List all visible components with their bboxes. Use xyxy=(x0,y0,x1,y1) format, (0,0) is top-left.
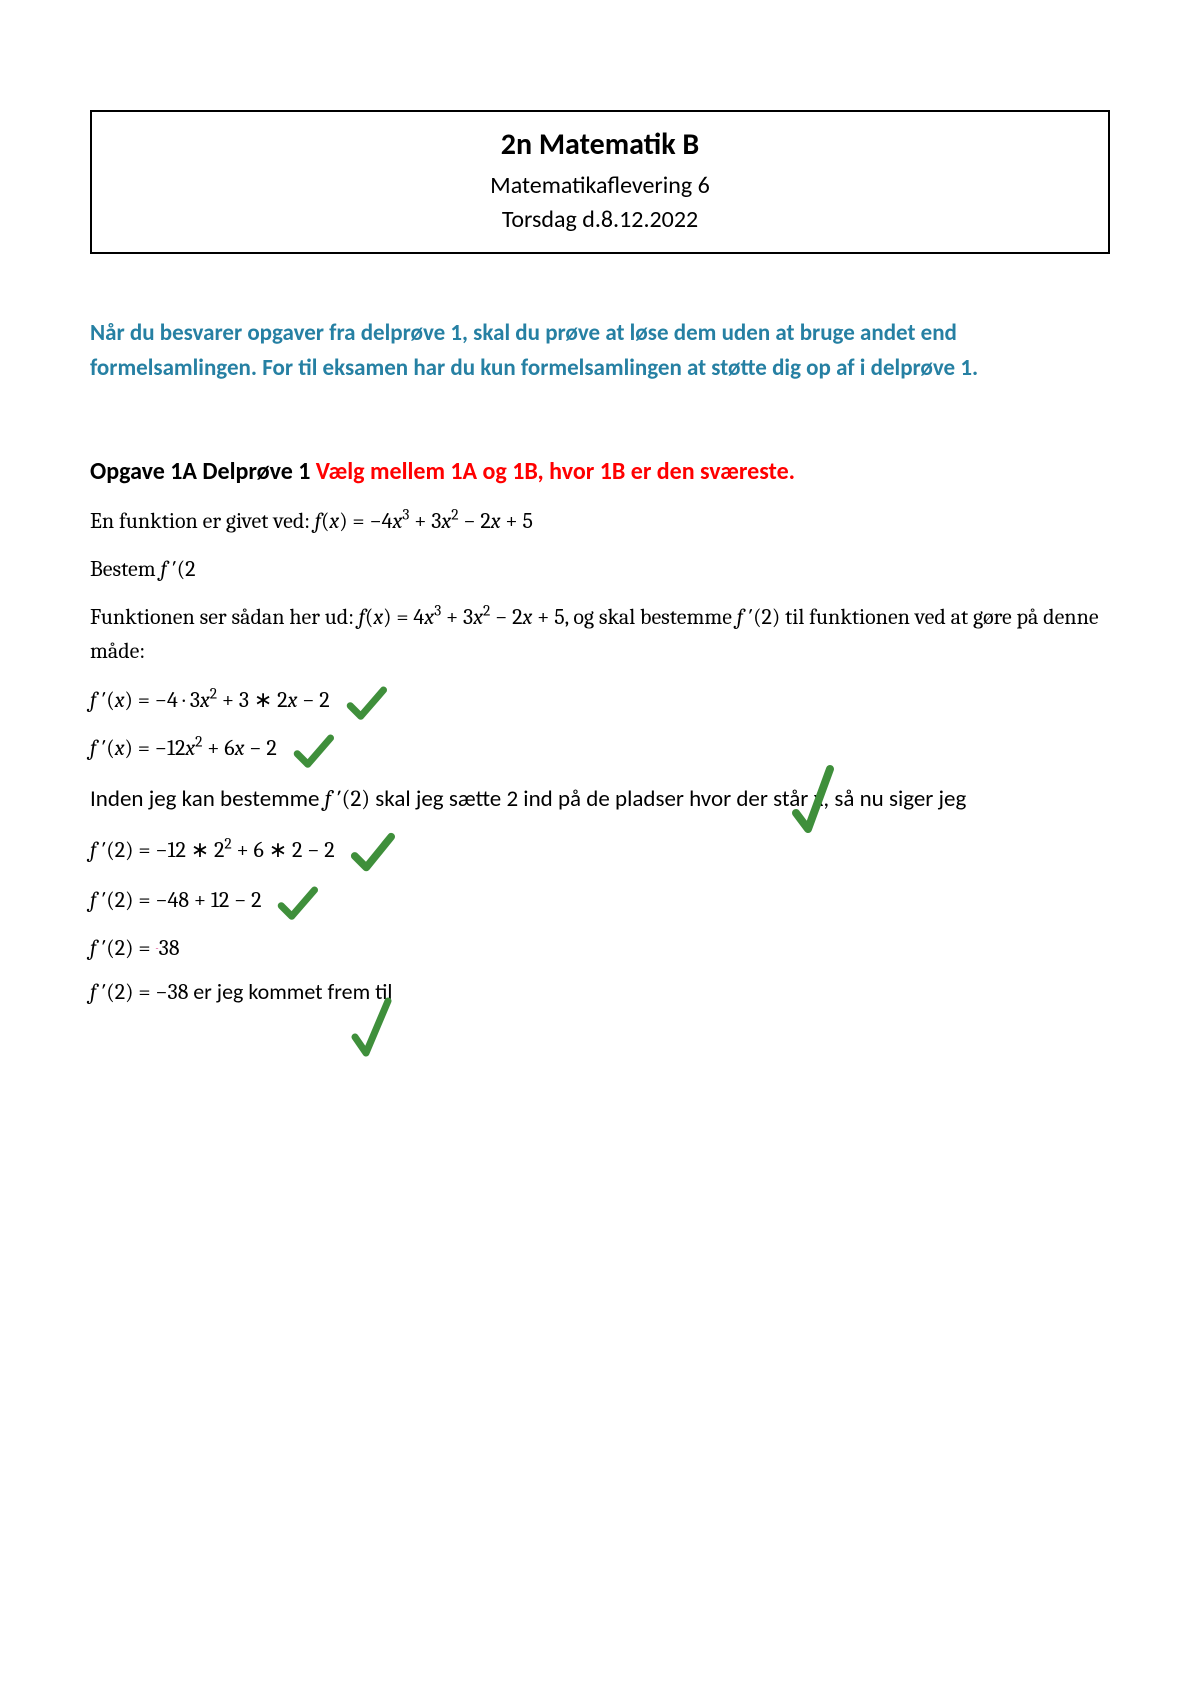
header-box: 2n Matematik B Matematikaflevering 6 Tor… xyxy=(90,110,1110,254)
checkmark-icon xyxy=(276,883,318,921)
checkmark-icon xyxy=(345,683,387,721)
explain-math: f(x) = 4x3 + 3x2 − 2x + 5 xyxy=(359,604,565,630)
checkmark-icon xyxy=(292,731,334,769)
mid-text: Inden jeg kan bestemme f ′(2) skal jeg s… xyxy=(90,781,1110,818)
function-given-math: f(x) = −4x3 + 3x2 − 2x + 5 xyxy=(315,508,533,534)
explain-prefix: Funktionen ser sådan her ud: xyxy=(90,604,359,630)
equation-6: f ′(2) = −38 er jeg kommet frem til xyxy=(90,975,1110,1009)
bestem-line: Bestem f ′(2 xyxy=(90,552,1110,586)
instruction-note: Når du besvarer opgaver fra delprøve 1, … xyxy=(90,316,1110,385)
equation-3: f ′(2) = −12 ∗ 22 + 6 ∗ 2 − 2 xyxy=(90,831,1110,873)
equation-2: f ′(x) = −12x2 + 6x − 2 xyxy=(90,731,1110,769)
equation-1: f ′(x) = −4 · 3x2 + 3 ∗ 2x − 2 xyxy=(90,683,1110,721)
function-given: En funktion er givet ved: f(x) = −4x3 + … xyxy=(90,504,1110,538)
checkmark-icon xyxy=(349,831,395,873)
task-heading-black: Opgave 1A Delprøve 1 xyxy=(90,457,316,486)
document-page: 2n Matematik B Matematikaflevering 6 Tor… xyxy=(0,0,1200,1698)
header-subtitle-2: Torsdag d.8.12.2022 xyxy=(92,203,1108,237)
task-heading-red: Vælg mellem 1A og 1B, hvor 1B er den svæ… xyxy=(316,457,795,486)
header-subtitle-1: Matematikaflevering 6 xyxy=(92,169,1108,203)
header-title: 2n Matematik B xyxy=(92,126,1108,163)
equation-5: f ′(2) = -38 xyxy=(90,931,1110,965)
explain-line: Funktionen ser sådan her ud: f(x) = 4x3 … xyxy=(90,600,1110,668)
task-heading: Opgave 1A Delprøve 1 Vælg mellem 1A og 1… xyxy=(90,457,1110,486)
checkmark-icon xyxy=(350,995,392,1065)
equation-4: f ′(2) = −48 + 12 − 2 xyxy=(90,883,1110,921)
function-given-prefix: En funktion er givet ved: xyxy=(90,508,315,534)
